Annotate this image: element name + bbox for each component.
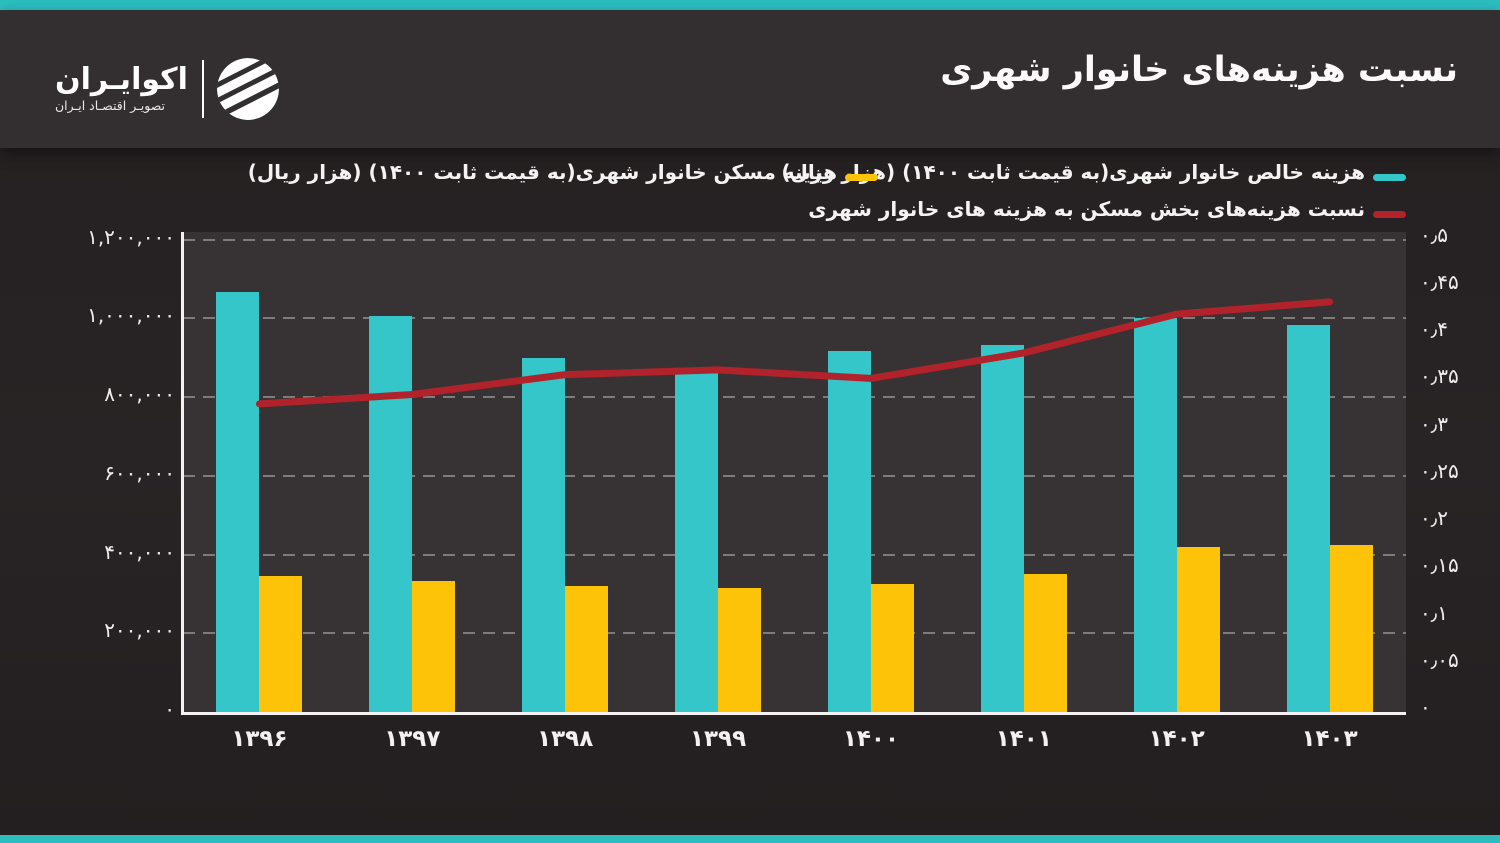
housing-expense-bar-۱۳۹۸	[565, 585, 609, 712]
housing-expense-bar-۱۴۰۱	[1023, 574, 1067, 712]
legend-label-housing-expense: هزینه مسکن خانوار شهری(به قیمت ثابت ۱۴۰۰…	[247, 160, 837, 184]
x-tick-۱۳۹۷: ۱۳۹۷	[384, 726, 441, 752]
top-accent-strip	[0, 0, 1500, 10]
x-tick-۱۴۰۲: ۱۴۰۲	[1148, 726, 1205, 752]
net-expense-bar-۱۳۹۹	[675, 372, 719, 712]
housing-expense-bar-۱۴۰۲	[1176, 547, 1220, 712]
net-expense-bar-۱۳۹۸	[522, 358, 566, 712]
legend-label-ratio: نسبت هزینه‌های بخش مسکن به هزینه های خان…	[808, 197, 1365, 221]
right-tick-0.35: ۰٫۳۵	[1420, 364, 1459, 389]
x-tick-۱۴۰۰: ۱۴۰۰	[842, 726, 900, 752]
brand-name: اکوایـران	[55, 62, 188, 97]
left-tick-400000: ۴۰۰,۰۰۰	[104, 539, 175, 564]
legend-label-net-expense: هزینه خالص خانوار شهری(به قیمت ثابت ۱۴۰۰…	[781, 160, 1365, 184]
right-tick-0.40: ۰٫۴	[1420, 317, 1448, 341]
bottom-accent-strip	[0, 835, 1500, 843]
right-tick-0.30: ۰٫۳	[1420, 411, 1448, 436]
right-tick-0.15: ۰٫۱۵	[1420, 553, 1459, 578]
left-axis-line	[181, 232, 184, 714]
page-title: نسبت هزینه‌های خانوار شهری	[940, 50, 1458, 90]
net-expense-bar-۱۴۰۰	[827, 350, 871, 712]
right-tick-0.20: ۰٫۲	[1420, 506, 1448, 530]
brand-tagline: تصویـر اقتصـاد ایـران	[55, 98, 166, 113]
x-tick-۱۳۹۹: ۱۳۹۹	[689, 726, 747, 752]
right-tick-0.45: ۰٫۴۵	[1420, 269, 1459, 294]
net-expense-bar-۱۴۰۳	[1286, 325, 1330, 712]
left-tick-800000: ۸۰۰,۰۰۰	[104, 382, 175, 406]
net-expense-bar-۱۳۹۷	[369, 315, 413, 712]
x-tick-۱۴۰۱: ۱۴۰۱	[995, 726, 1052, 752]
gridline-400000	[183, 553, 1406, 556]
x-tick-۱۳۹۸: ۱۳۹۸	[537, 726, 594, 752]
housing-expense-bar-۱۴۰۰	[870, 584, 914, 712]
brand-text: اکوایـران تصویـر اقتصـاد ایـران	[55, 63, 188, 115]
header-bar: اکوایـران تصویـر اقتصـاد ایـران نسبت هزی…	[0, 10, 1500, 148]
right-tick-0.10: ۰٫۱	[1420, 600, 1448, 625]
net-expense-bar-۱۴۰۱	[980, 345, 1024, 712]
gridline-200000	[183, 632, 1406, 635]
left-tick-1200000: ۱,۲۰۰,۰۰۰	[87, 224, 175, 249]
left-tick-0: ۰	[164, 697, 175, 721]
plot-area	[183, 232, 1406, 712]
net-expense-bar-۱۳۹۶	[216, 291, 260, 712]
gridline-1200000	[183, 238, 1406, 241]
right-tick-0.50: ۰٫۵	[1420, 222, 1448, 247]
left-tick-600000: ۶۰۰,۰۰۰	[104, 460, 175, 485]
housing-ratio-line	[255, 298, 1334, 408]
gridline-600000	[183, 474, 1406, 477]
legend-swatch-net-expense	[1373, 174, 1406, 181]
gridline-1000000	[183, 317, 1406, 320]
bottom-axis-line	[181, 712, 1406, 715]
legend-swatch-ratio	[1373, 211, 1406, 218]
right-tick-0.25: ۰٫۲۵	[1420, 458, 1459, 483]
brand-separator	[201, 60, 204, 118]
right-tick-0.00: ۰	[1420, 695, 1431, 719]
left-tick-200000: ۲۰۰,۰۰۰	[104, 618, 175, 643]
legend-swatch-housing-expense	[845, 174, 878, 181]
left-tick-1000000: ۱,۰۰۰,۰۰۰	[87, 303, 175, 328]
housing-expense-bar-۱۳۹۶	[259, 575, 303, 712]
x-tick-۱۳۹۶: ۱۳۹۶	[231, 726, 288, 752]
right-tick-0.05: ۰٫۰۵	[1420, 647, 1459, 672]
ecoiran-logo-icon	[216, 58, 279, 120]
housing-expense-bar-۱۳۹۹	[718, 588, 762, 712]
brand-block: اکوایـران تصویـر اقتصـاد ایـران	[55, 46, 280, 132]
housing-expense-bar-۱۳۹۷	[412, 580, 456, 712]
housing-expense-bar-۱۴۰۳	[1329, 544, 1373, 712]
net-expense-bar-۱۴۰۲	[1133, 318, 1177, 712]
gridline-800000	[183, 396, 1406, 398]
x-tick-۱۴۰۳: ۱۴۰۳	[1301, 726, 1358, 752]
